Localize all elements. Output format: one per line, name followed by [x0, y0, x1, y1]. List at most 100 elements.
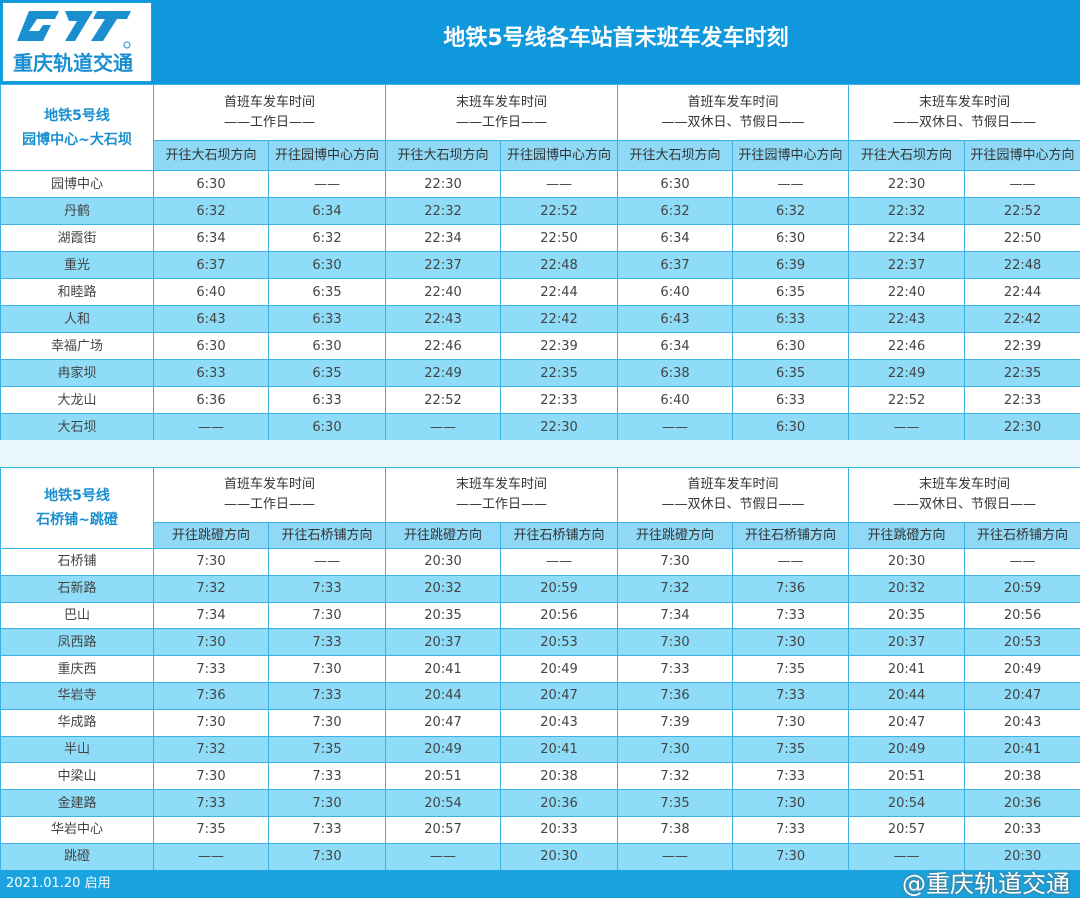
time-cell: 22:46: [848, 332, 966, 360]
time-cell: 7:33: [617, 655, 734, 683]
time-cell: ——: [153, 413, 269, 441]
time-cell: 22:50: [500, 224, 619, 252]
line-name: 地铁5号线: [44, 488, 110, 504]
group-title: 末班车发车时间: [919, 477, 1011, 492]
time-cell: 6:39: [732, 251, 850, 279]
time-cell: 7:35: [732, 655, 850, 683]
group-subtitle: ——工作日——: [456, 114, 548, 130]
direction-header: 开往园博中心方向: [964, 140, 1080, 171]
station-name: 大石坝: [0, 413, 154, 441]
table-row: 园博中心 6:30 —— 22:30 —— 6:30 —— 22:30 ——: [0, 170, 1080, 198]
time-cell: 6:34: [153, 224, 269, 252]
time-cell: 7:30: [267, 842, 387, 871]
time-cell: 20:49: [848, 735, 966, 764]
table-row: 湖霞街 6:34 6:32 22:34 22:50 6:34 6:30 22:34 22:50: [0, 224, 1080, 252]
group-subtitle: ——双休日、节假日——: [661, 114, 805, 130]
time-cell: 7:35: [153, 815, 269, 844]
time-cell: 20:56: [500, 601, 619, 630]
time-cell: 6:32: [732, 197, 850, 225]
time-cell: 22:44: [964, 278, 1080, 306]
table-row: 中梁山 7:30 7:33 20:51 20:38 7:32 7:33 20:51 20:38: [0, 762, 1080, 791]
time-cell: 22:32: [385, 197, 502, 225]
time-cell: 6:40: [617, 386, 734, 414]
time-cell: ——: [732, 548, 850, 576]
line-route: 园博中心~大石坝: [22, 131, 132, 148]
time-cell: 7:30: [267, 655, 387, 683]
station-name: 华岩中心: [0, 815, 154, 844]
time-cell: 6:35: [267, 278, 387, 306]
time-cell: 7:30: [732, 628, 850, 657]
time-cell: 20:47: [500, 681, 619, 710]
group-subtitle: ——工作日——: [224, 114, 316, 130]
station-name: 园博中心: [0, 170, 154, 198]
logo: 重庆轨道交通: [2, 2, 152, 82]
table-row: 华岩中心 7:35 7:33 20:57 20:33 7:38 7:33 20:57 20:33: [0, 815, 1080, 844]
table-row: 冉家坝 6:33 6:35 22:49 22:35 6:38 6:35 22:49 22:35: [0, 359, 1080, 387]
time-cell: 22:30: [500, 413, 619, 441]
group-subtitle: ——双休日、节假日——: [893, 114, 1037, 130]
time-cell: 7:30: [153, 708, 269, 737]
line-label: 地铁5号线园博中心~大石坝: [0, 84, 154, 171]
header-bar: 重庆轨道交通 地铁5号线各车站首末班车发车时刻: [0, 0, 1080, 84]
time-cell: 20:38: [500, 762, 619, 791]
time-cell: 22:46: [385, 332, 502, 360]
time-cell: 20:37: [848, 628, 966, 657]
table-row: 华成路 7:30 7:30 20:47 20:43 7:39 7:30 20:47 20:43: [0, 708, 1080, 737]
table-row: 大龙山 6:36 6:33 22:52 22:33 6:40 6:33 22:52 22:33: [0, 386, 1080, 414]
time-cell: 20:33: [964, 815, 1080, 844]
station-name: 人和: [0, 305, 154, 333]
line-name: 地铁5号线: [44, 107, 110, 124]
time-cell: 20:30: [385, 548, 502, 576]
direction-header: 开往石桥铺方向: [732, 522, 850, 549]
time-cell: 6:34: [267, 197, 387, 225]
logo-icon: [17, 11, 131, 49]
time-cell: 20:41: [848, 655, 966, 683]
time-cell: 20:57: [385, 815, 502, 844]
time-cell: 20:59: [964, 574, 1080, 603]
timetable-section-2: 地铁5号线 石桥铺~跳磴 首班车发车时间 ——工作日—— 末班车发车时间 ——工作日—— 首…: [0, 467, 1080, 871]
time-cell: 22:30: [964, 413, 1080, 441]
group-header: 末班车发车时间 ——工作日——: [385, 84, 619, 141]
time-cell: 7:30: [267, 789, 387, 817]
time-cell: 22:30: [385, 170, 502, 198]
time-cell: 7:30: [617, 735, 734, 764]
time-cell: 20:47: [964, 681, 1080, 710]
time-cell: ——: [500, 170, 619, 198]
station-name: 冉家坝: [0, 359, 154, 387]
time-cell: 7:32: [617, 762, 734, 791]
station-name: 石桥铺: [0, 548, 154, 576]
time-cell: 7:35: [267, 735, 387, 764]
time-cell: 20:30: [500, 842, 619, 871]
group-header: 首班车发车时间 ——工作日——: [152, 84, 387, 141]
time-cell: 7:34: [617, 601, 734, 630]
group-subtitle: ——工作日——: [456, 497, 548, 512]
time-cell: 6:30: [153, 332, 269, 360]
table-row: 人和 6:43 6:33 22:43 22:42 6:43 6:33 22:43 22:42: [0, 305, 1080, 333]
direction-header: 开往园博中心方向: [500, 140, 619, 171]
time-cell: 7:38: [617, 815, 734, 844]
station-name: 重庆西: [0, 655, 154, 683]
time-cell: 22:37: [385, 251, 502, 279]
time-cell: 20:37: [385, 628, 502, 657]
time-cell: 7:33: [732, 762, 850, 791]
time-cell: 20:49: [385, 735, 502, 764]
line-label: 地铁5号线 石桥铺~跳磴: [0, 467, 154, 549]
time-cell: 7:34: [153, 601, 269, 630]
group-header: 首班车发车时间 ——双休日、节假日——: [617, 84, 850, 141]
time-cell: 7:36: [153, 681, 269, 710]
time-cell: 6:36: [153, 386, 269, 414]
time-cell: 6:40: [617, 278, 734, 306]
time-cell: 20:54: [848, 789, 966, 817]
time-cell: 7:35: [732, 735, 850, 764]
group-header-row: 地铁5号线 石桥铺~跳磴 首班车发车时间 ——工作日—— 末班车发车时间 ——工作日—— 首…: [0, 467, 1080, 549]
time-cell: ——: [848, 413, 966, 441]
time-cell: 20:54: [385, 789, 502, 817]
station-name: 华岩寺: [0, 681, 154, 710]
time-cell: ——: [267, 170, 387, 198]
station-name: 重光: [0, 251, 154, 279]
time-cell: 22:40: [848, 278, 966, 306]
time-cell: 22:33: [500, 386, 619, 414]
station-name: 大龙山: [0, 386, 154, 414]
time-cell: ——: [267, 548, 387, 576]
time-cell: 6:43: [617, 305, 734, 333]
